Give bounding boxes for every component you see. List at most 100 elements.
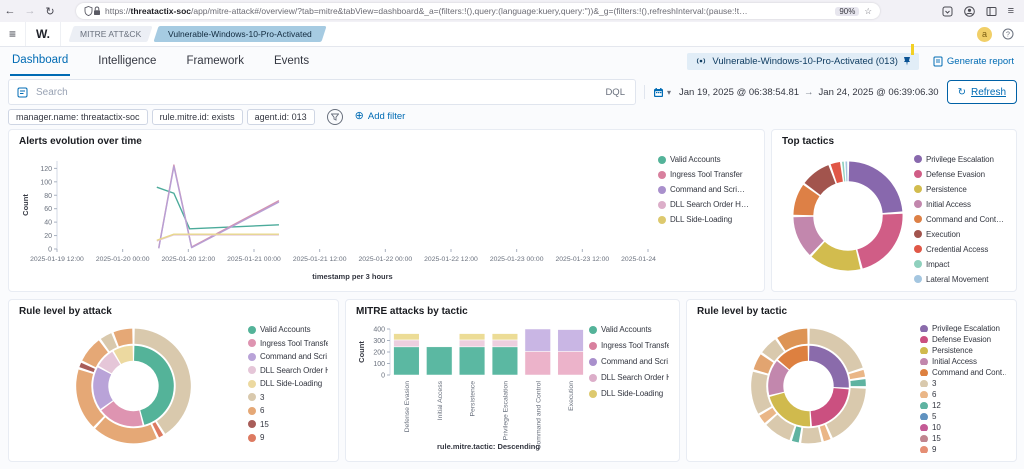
legend-dot bbox=[920, 424, 928, 431]
zoom-level-badge[interactable]: 90% bbox=[835, 6, 860, 16]
legend-dot bbox=[920, 325, 928, 332]
legend-item[interactable]: Command and Scri… bbox=[658, 185, 754, 194]
svg-text:2025-01-21 12:00: 2025-01-21 12:00 bbox=[293, 256, 347, 263]
legend-item[interactable]: Lateral Movement bbox=[914, 275, 1006, 283]
filter-pill-manager-name[interactable]: manager.name: threatactix-soc bbox=[8, 108, 148, 125]
legend-item[interactable]: 6 bbox=[920, 391, 1006, 398]
top-tactics-legend: Privilege Escalation Defense Evasion Persi… bbox=[914, 149, 1006, 283]
tab-intelligence[interactable]: Intelligence bbox=[98, 54, 157, 67]
forward-button[interactable]: → bbox=[24, 5, 36, 17]
legend-dot bbox=[658, 185, 666, 194]
legend-item[interactable]: 9 bbox=[920, 446, 1006, 453]
legend-item[interactable]: Initial Access bbox=[920, 358, 1006, 365]
search-box[interactable]: DQL bbox=[8, 79, 636, 105]
legend-item[interactable]: 5 bbox=[920, 413, 1006, 420]
app-header: ≡ W. MITRE ATT&CK Vulnerable-Windows-10-… bbox=[0, 22, 1024, 47]
legend-item[interactable]: 15 bbox=[248, 420, 328, 429]
legend-item[interactable]: Privilege Escalation bbox=[920, 325, 1006, 332]
tab-dashboard[interactable]: Dashboard bbox=[10, 47, 71, 76]
date-from[interactable]: Jan 19, 2025 @ 06:38:54.81 bbox=[679, 86, 800, 98]
legend-item[interactable]: DLL Search Order H… bbox=[658, 200, 754, 209]
panel-rule-level-by-tactic: Rule level by tactic Privilege Escalatio… bbox=[686, 299, 1017, 462]
legend-item[interactable]: Command and Cont… bbox=[914, 215, 1006, 223]
legend-dot bbox=[914, 260, 922, 268]
legend-label: Credential Access bbox=[926, 245, 989, 253]
date-to[interactable]: Jan 24, 2025 @ 06:39:06.30 bbox=[818, 86, 939, 98]
breadcrumb-app[interactable]: MITRE ATT&CK bbox=[68, 26, 153, 42]
filter-pill-agent-id[interactable]: agent.id: 013 bbox=[246, 108, 315, 125]
selected-agent-button[interactable]: Vulnerable-Windows-10-Pro-Activated (013… bbox=[687, 52, 919, 70]
legend-item[interactable]: DLL Side-Loading bbox=[589, 389, 669, 398]
tab-framework[interactable]: Framework bbox=[186, 54, 244, 67]
legend-item[interactable]: DLL Side-Loading bbox=[658, 215, 754, 224]
pocket-save-icon[interactable] bbox=[942, 6, 953, 17]
lock-icon[interactable] bbox=[93, 6, 101, 16]
pin-icon[interactable] bbox=[903, 56, 911, 66]
legend-item[interactable]: Defense Evasion bbox=[914, 170, 1006, 178]
back-button[interactable]: ← bbox=[4, 5, 16, 17]
selected-agent-label: Vulnerable-Windows-10-Pro-Activated (013… bbox=[712, 55, 898, 67]
account-icon[interactable] bbox=[963, 5, 975, 17]
legend-item[interactable]: 3 bbox=[248, 393, 328, 402]
legend-dot bbox=[914, 185, 922, 193]
legend-item[interactable]: 9 bbox=[248, 433, 328, 442]
reload-button[interactable]: ↻ bbox=[45, 5, 55, 18]
generate-report-button[interactable]: Generate report bbox=[933, 56, 1014, 67]
legend-item[interactable]: Initial Access bbox=[914, 200, 1006, 208]
alerts-evolution-chart[interactable]: 0 20 40 60 80 100 120 2025-01-19 12:00 2025-01-2… bbox=[19, 149, 658, 283]
legend-item[interactable]: Command and Cont… bbox=[920, 369, 1006, 376]
legend-item[interactable]: Command and Scri… bbox=[248, 352, 328, 361]
wazuh-logo[interactable]: W. bbox=[26, 22, 62, 46]
sidebar-icon[interactable] bbox=[986, 6, 997, 17]
legend-item[interactable]: Privilege Escalation bbox=[914, 155, 1006, 163]
add-filter-button[interactable]: ⊕ Add filter bbox=[354, 110, 406, 123]
legend-item[interactable]: 12 bbox=[920, 402, 1006, 409]
legend-item[interactable]: Ingress Tool Transfer bbox=[658, 170, 754, 179]
tab-events[interactable]: Events bbox=[273, 54, 310, 67]
legend-dot bbox=[248, 406, 256, 415]
panel-title: MITRE attacks by tactic bbox=[356, 306, 468, 317]
legend-item[interactable]: Defense Evasion bbox=[920, 336, 1006, 343]
search-input[interactable] bbox=[34, 85, 598, 99]
legend-item[interactable]: 10 bbox=[920, 424, 1006, 431]
legend-item[interactable]: Persistence bbox=[914, 185, 1006, 193]
svg-text:2025-01-19 12:00: 2025-01-19 12:00 bbox=[30, 256, 84, 263]
legend-item[interactable]: Ingress Tool Transfer bbox=[589, 341, 669, 350]
legend-item[interactable]: Valid Accounts bbox=[658, 155, 754, 164]
tracking-shield-icon[interactable] bbox=[84, 6, 93, 16]
bookmark-star-icon[interactable]: ☆ bbox=[864, 5, 872, 16]
filter-options-button[interactable] bbox=[326, 108, 343, 125]
legend-item[interactable]: 15 bbox=[920, 435, 1006, 442]
filter-pill-rule-mitre-id[interactable]: rule.mitre.id: exists bbox=[151, 108, 243, 125]
legend-item[interactable]: Ingress Tool Transfer bbox=[248, 339, 328, 348]
legend-item[interactable]: Impact bbox=[914, 260, 1006, 268]
legend-item[interactable]: 3 bbox=[920, 380, 1006, 387]
legend-item[interactable]: 6 bbox=[248, 406, 328, 415]
mitre-attacks-by-tactic-bars[interactable]: 0 100 200 300 400 Defense Evasion Initial Acce… bbox=[356, 319, 589, 453]
dql-toggle[interactable]: DQL bbox=[605, 86, 625, 98]
legend-dot bbox=[920, 446, 928, 453]
legend-item[interactable]: Persistence bbox=[920, 347, 1006, 354]
app-menu-icon[interactable]: ≡ bbox=[0, 22, 27, 46]
legend-item[interactable]: DLL Side-Loading bbox=[248, 379, 328, 388]
legend-item[interactable]: Credential Access bbox=[914, 245, 1006, 253]
address-bar[interactable]: https://threatactix-soc/app/mitre-attack… bbox=[76, 3, 880, 19]
rule-level-by-tactic-sunburst[interactable] bbox=[697, 319, 920, 453]
refresh-button[interactable]: ↻ Refresh bbox=[946, 80, 1017, 104]
breadcrumb-agent[interactable]: Vulnerable-Windows-10-Pro-Activated bbox=[153, 26, 327, 42]
date-range[interactable]: Jan 19, 2025 @ 06:38:54.81 → Jan 24, 202… bbox=[679, 87, 939, 98]
highlight-marker bbox=[911, 44, 914, 55]
legend-item[interactable]: Valid Accounts bbox=[589, 325, 669, 334]
avatar[interactable]: a bbox=[977, 26, 992, 42]
help-icon[interactable]: ? bbox=[1002, 28, 1014, 40]
query-language-icon[interactable] bbox=[17, 87, 28, 98]
rule-level-by-attack-sunburst[interactable] bbox=[19, 319, 248, 453]
browser-menu-icon[interactable]: ≡ bbox=[1007, 5, 1014, 17]
legend-item[interactable]: DLL Search Order H… bbox=[589, 373, 669, 382]
legend-item[interactable]: Valid Accounts bbox=[248, 325, 328, 334]
legend-item[interactable]: DLL Search Order H… bbox=[248, 366, 328, 375]
top-tactics-donut[interactable] bbox=[782, 149, 914, 283]
legend-item[interactable]: Execution bbox=[914, 230, 1006, 238]
datepicker-button[interactable]: ▾ bbox=[653, 87, 671, 98]
legend-item[interactable]: Command and Scri… bbox=[589, 357, 669, 366]
